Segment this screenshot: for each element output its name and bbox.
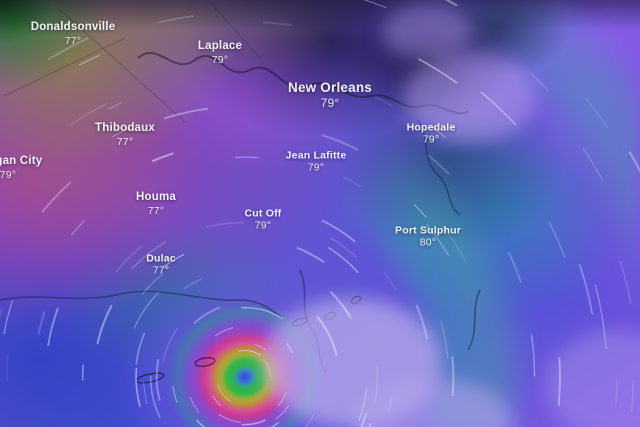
city-temp: 79° (211, 53, 229, 66)
city-name: Morgan City (0, 155, 43, 168)
city-temp: 79° (422, 134, 440, 146)
river-path (137, 51, 469, 115)
city-name: Dulac (146, 252, 176, 265)
city-temp: 79° (307, 162, 325, 174)
city-label-hopedale: Hopedale 79° (407, 122, 456, 147)
city-temp: 77° (116, 135, 134, 148)
city-name: Jean Lafitte (285, 149, 347, 162)
boundary-lines (3, 1, 261, 123)
cloud-puff (382, 4, 472, 60)
city-temp: 77° (147, 204, 165, 217)
city-temp: 79° (0, 168, 17, 181)
cloud-puff (262, 298, 442, 427)
city-label-jean-lafitte: Jean Lafitte 79° (286, 150, 347, 175)
city-name: New Orleans (288, 79, 372, 95)
city-label-port-sulphur: Port Sulphur 80° (395, 225, 461, 250)
cloud-puff (405, 52, 535, 142)
city-label-new-orleans: New Orleans 79° (288, 80, 372, 110)
barrier-islands (135, 295, 362, 384)
city-name: Laplace (197, 40, 243, 53)
city-temp: 79° (320, 95, 340, 110)
city-name: Port Sulphur (395, 224, 461, 237)
marsh-coast (0, 119, 481, 373)
city-name: Cut Off (244, 207, 282, 220)
city-temp: 77° (64, 34, 82, 47)
city-label-dulac: Dulac 77° (146, 253, 176, 278)
cloud-puff (545, 330, 640, 427)
hurricane-spiral (81, 219, 409, 427)
city-label-thibodaux: Thibodaux 77° (95, 122, 155, 148)
city-name: Donaldsonville (30, 21, 116, 34)
city-name: Houma (136, 191, 176, 204)
city-label-laplace: Laplace 79° (198, 40, 242, 66)
city-name: Thibodaux (95, 122, 155, 135)
city-temp: 77° (152, 265, 170, 277)
city-name: Hopedale (406, 121, 456, 134)
city-temp: 79° (254, 220, 272, 232)
city-label-cut-off: Cut Off 79° (245, 208, 282, 233)
city-label-donaldsonville: Donaldsonville 77° (31, 21, 116, 47)
city-temp: 80° (419, 237, 437, 249)
city-label-houma: Houma 77° (136, 191, 176, 217)
cloud-puff (352, 378, 512, 427)
